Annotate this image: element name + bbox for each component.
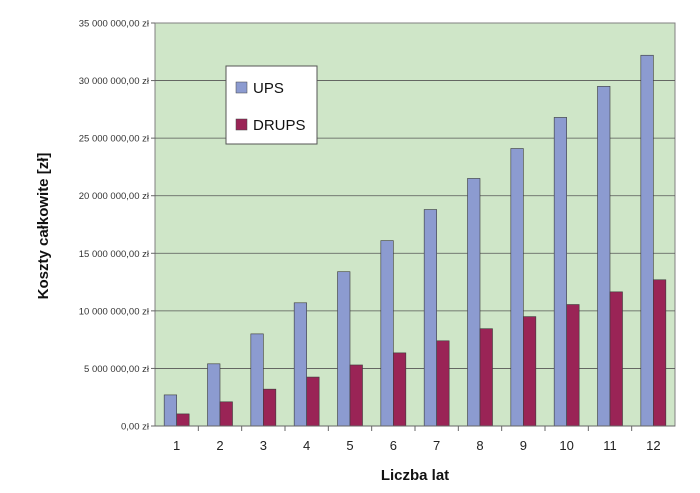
x-tick-label: 11 <box>603 438 617 453</box>
x-tick-label: 2 <box>216 438 223 453</box>
bar-ups-12 <box>640 54 654 427</box>
x-tick-label: 6 <box>390 438 397 453</box>
bar-ups-2 <box>207 363 221 427</box>
bar-drups-6 <box>393 352 407 427</box>
bar-ups-10 <box>553 117 567 427</box>
bar-ups-5 <box>337 271 351 427</box>
y-axis-ticks: 0,00 zł 5 000 000,00 zł 10 000 000,00 zł 15… <box>79 19 155 433</box>
bar-drups-12 <box>653 279 667 427</box>
legend-label-drups: DRUPS <box>253 117 306 134</box>
y-tick-label: 35 000 000,00 zł <box>79 19 150 30</box>
y-tick-label: 15 000 000,00 zł <box>79 249 150 260</box>
bar-ups-8 <box>467 178 481 427</box>
y-tick-label: 10 000 000,00 zł <box>79 306 150 317</box>
bar-ups-11 <box>597 86 611 427</box>
bar-ups-4 <box>293 302 307 427</box>
bar-ups-9 <box>510 148 524 427</box>
y-tick-label: 5 000 000,00 zł <box>84 364 150 375</box>
legend-swatch-drups <box>235 118 248 131</box>
bar-drups-3 <box>263 388 277 427</box>
bar-ups-1 <box>163 394 177 427</box>
y-tick-label: 0,00 zł <box>121 422 150 433</box>
bar-drups-11 <box>609 291 623 427</box>
x-tick-label: 8 <box>476 438 483 453</box>
bar-ups-7 <box>423 209 437 427</box>
bar-drups-1 <box>176 413 190 427</box>
y-axis-title: Koszty całkowite [zł] <box>35 153 52 300</box>
legend-swatch-ups <box>235 81 248 94</box>
bar-ups-3 <box>250 333 264 427</box>
bar-drups-2 <box>219 401 233 427</box>
legend-label-ups: UPS <box>253 80 284 97</box>
legend-box <box>225 65 318 145</box>
y-tick-label: 25 000 000,00 zł <box>79 134 150 145</box>
bar-drups-4 <box>306 376 320 427</box>
x-tick-label: 7 <box>433 438 440 453</box>
x-tick-label: 5 <box>346 438 353 453</box>
legend: UPS DRUPS <box>225 65 318 145</box>
x-tick-label: 3 <box>260 438 267 453</box>
x-tick-label: 12 <box>646 438 660 453</box>
bar-ups-6 <box>380 240 394 427</box>
x-axis-ticks: 1 2 3 4 5 6 7 8 9 10 11 12 <box>173 426 661 453</box>
bar-drups-9 <box>523 316 537 427</box>
bar-drups-5 <box>349 364 363 427</box>
y-tick-label: 20 000 000,00 zł <box>79 191 150 202</box>
bar-drups-7 <box>436 340 450 427</box>
bars <box>163 54 667 427</box>
bar-drups-8 <box>479 328 493 427</box>
x-tick-label: 10 <box>559 438 573 453</box>
y-tick-label: 30 000 000,00 zł <box>79 76 150 87</box>
x-tick-label: 1 <box>173 438 180 453</box>
x-axis-title: Liczba lat <box>381 467 449 484</box>
x-tick-label: 4 <box>303 438 310 453</box>
x-tick-label: 9 <box>520 438 527 453</box>
bar-drups-10 <box>566 304 580 427</box>
